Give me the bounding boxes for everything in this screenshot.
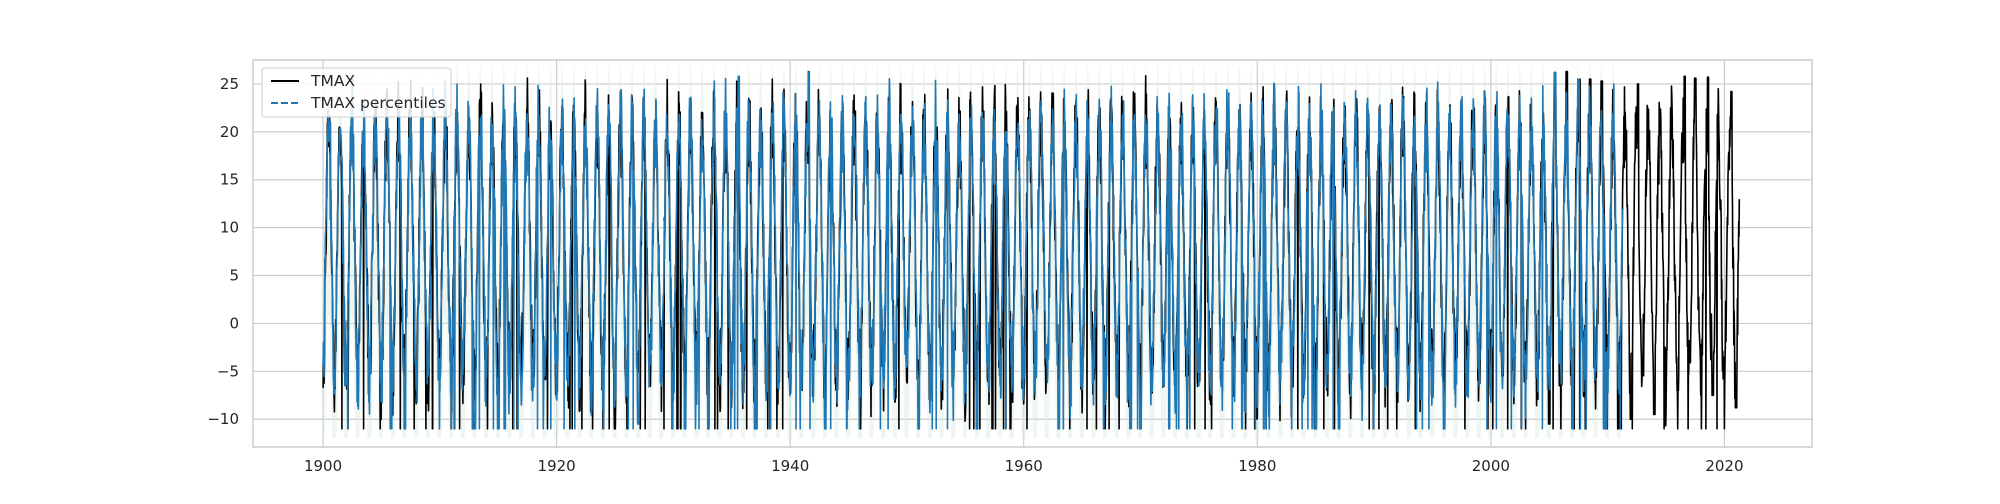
y-tick-label: −5 — [217, 362, 239, 380]
y-tick-label: 0 — [229, 314, 239, 332]
x-tick-label: 2000 — [1472, 457, 1510, 475]
y-tick-label: 15 — [220, 171, 239, 189]
y-tick-label: 5 — [229, 267, 239, 285]
y-tick-label: −10 — [207, 410, 239, 428]
series-line-tmax-percentiles — [322, 70, 1624, 430]
y-tick-label: 10 — [220, 219, 239, 237]
x-tick-label: 1960 — [1005, 457, 1043, 475]
x-tick-label: 1900 — [304, 457, 342, 475]
legend: TMAX TMAX percentiles — [261, 67, 452, 118]
x-tick-label: 1920 — [538, 457, 576, 475]
tick-labels: −10 −5 0 5 10 15 20 25 1900 1920 1940 1960 1980 2000 2… — [207, 75, 1743, 475]
x-tick-label: 1980 — [1238, 457, 1276, 475]
y-tick-label: 25 — [220, 75, 239, 93]
legend-box — [261, 67, 452, 118]
y-tick-label: 20 — [220, 123, 239, 141]
plot-frame — [252, 59, 1813, 448]
x-tick-label: 2020 — [1705, 457, 1743, 475]
legend-label-tmax-percentiles: TMAX percentiles — [310, 94, 446, 112]
series-lines — [322, 70, 1741, 430]
x-tick-label: 1940 — [771, 457, 809, 475]
legend-label-tmax: TMAX — [310, 72, 355, 90]
